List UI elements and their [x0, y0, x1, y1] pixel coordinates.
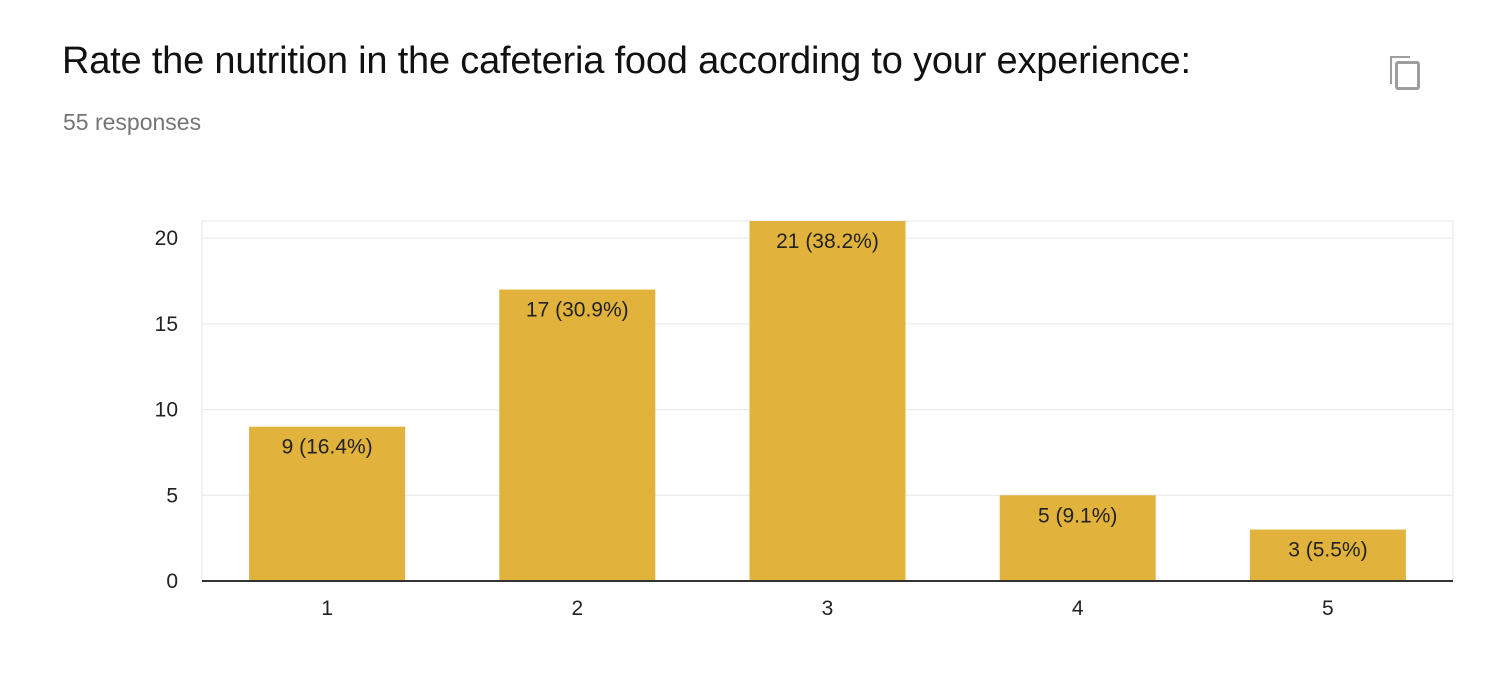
bar-data-label: 17 (30.9%) [526, 299, 629, 322]
bar [499, 289, 656, 581]
x-tick-label: 2 [571, 597, 583, 620]
y-tick-label: 0 [166, 570, 178, 593]
x-tick-label: 4 [1072, 597, 1084, 620]
x-tick-label: 3 [822, 597, 834, 620]
copy-chart-button[interactable] [1384, 50, 1424, 92]
y-tick-label: 20 [155, 227, 178, 250]
response-count: 55 responses [63, 109, 202, 135]
question-title: Rate the nutrition in the cafeteria food… [62, 40, 1191, 82]
bar-data-label: 3 (5.5%) [1288, 539, 1367, 562]
bar-data-label: 21 (38.2%) [776, 230, 879, 253]
x-tick-label: 5 [1322, 597, 1334, 620]
bar [1249, 529, 1406, 581]
bar [999, 495, 1156, 581]
copy-icon [1390, 56, 1420, 90]
y-tick-label: 5 [166, 484, 178, 507]
bar [749, 221, 906, 581]
bar [249, 426, 406, 581]
y-tick-label: 15 [155, 313, 178, 336]
bar-data-label: 9 (16.4%) [282, 436, 373, 459]
x-tick-label: 1 [321, 597, 333, 620]
bar-data-label: 5 (9.1%) [1038, 504, 1117, 527]
y-tick-label: 10 [155, 399, 178, 422]
